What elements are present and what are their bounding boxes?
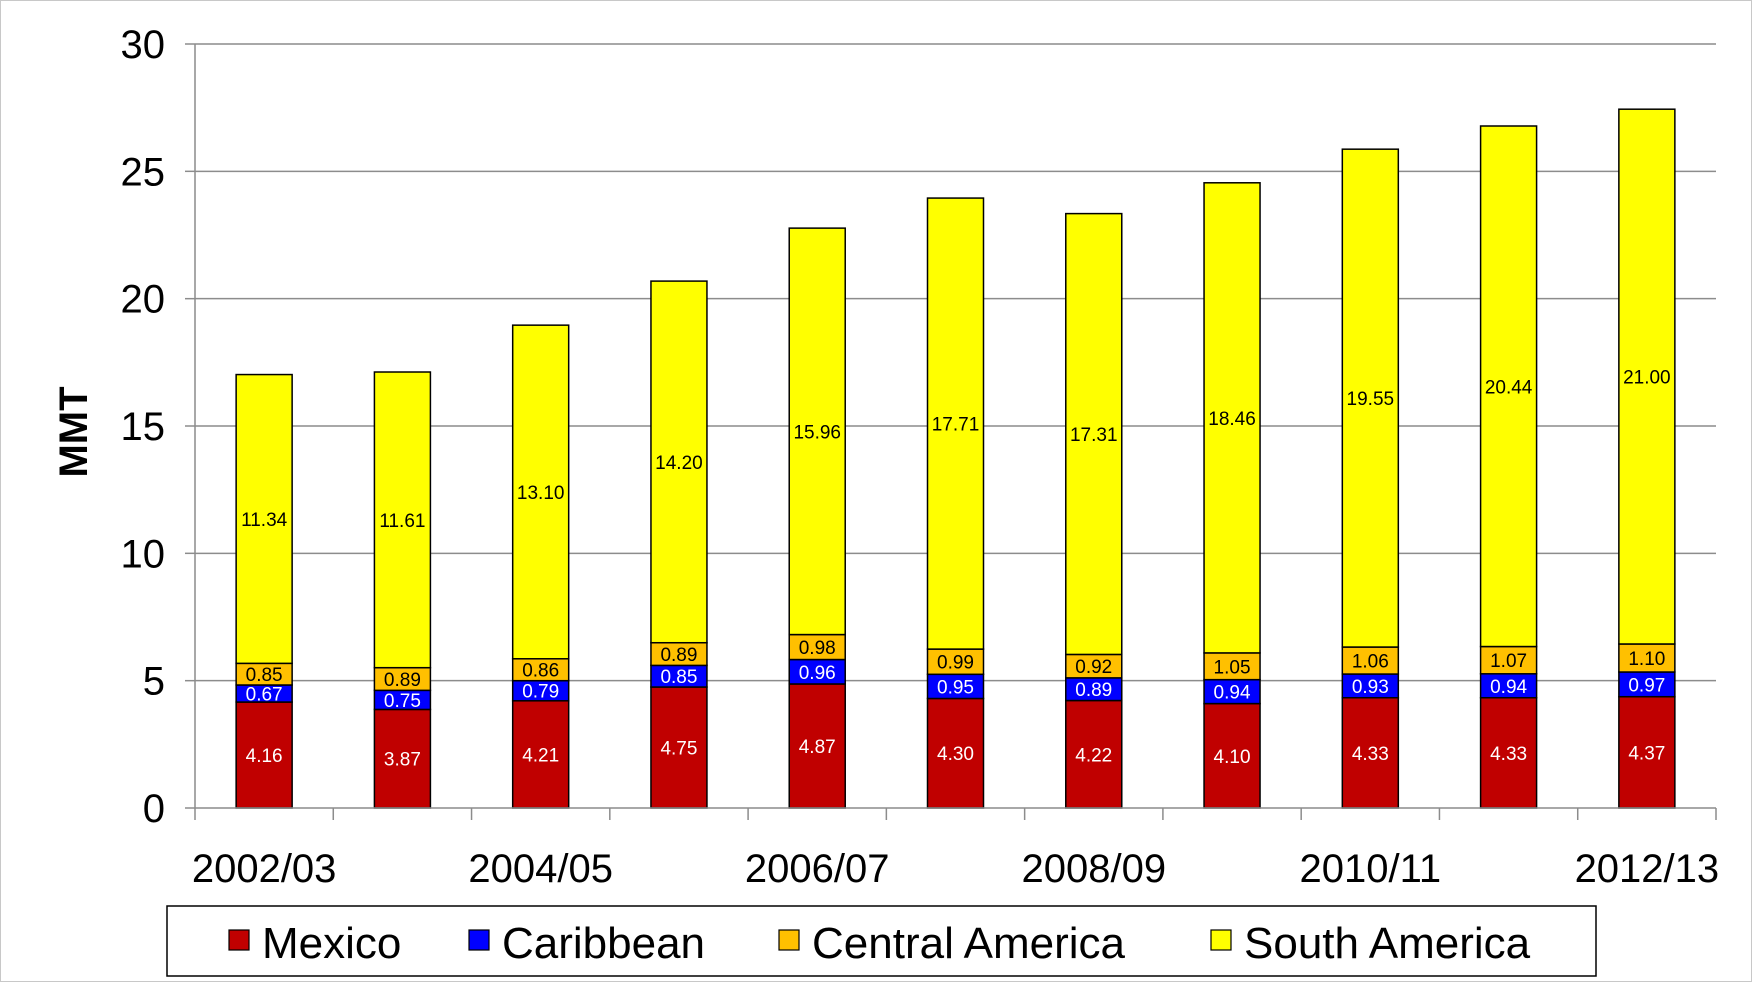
bar-segment (511, 700, 570, 809)
data-label: 17.31 (1070, 425, 1118, 446)
data-label: 4.37 (1628, 743, 1665, 764)
bar-segment (926, 697, 985, 809)
x-tick-label: 2006/07 (745, 847, 890, 891)
bar-segment (1618, 108, 1676, 645)
data-label: 4.33 (1352, 744, 1389, 765)
bar-segment (788, 683, 846, 809)
y-tick-label: 20 (121, 278, 166, 322)
legend-box (166, 905, 1597, 977)
bar-segment (1618, 643, 1676, 673)
legend-label: Mexico (262, 919, 401, 968)
y-axis-label: MMT (52, 386, 96, 477)
y-tick-label: 15 (121, 405, 166, 449)
legend-swatch (1210, 929, 1232, 951)
bar-segment (1479, 125, 1538, 648)
bar-segment (235, 373, 293, 665)
x-tick-label: 2010/11 (1300, 847, 1442, 891)
data-label: 0.92 (1075, 657, 1112, 678)
legend-label: Caribbean (502, 919, 705, 968)
bar-segment (1618, 671, 1676, 698)
bar-segment (650, 686, 708, 809)
data-label: 0.85 (660, 667, 697, 688)
legend: Mexico Caribbean Central America South Amer… (166, 905, 1597, 977)
bar-segment (650, 280, 708, 644)
data-label: 1.10 (1628, 649, 1665, 670)
data-label: 0.79 (522, 682, 559, 703)
bar-segment (235, 701, 293, 809)
data-label: 15.96 (793, 422, 841, 443)
y-tick-label: 0 (143, 787, 165, 831)
data-label: 1.06 (1352, 652, 1389, 673)
data-label: 18.46 (1208, 409, 1256, 430)
data-label: 1.05 (1214, 657, 1251, 678)
data-label: 0.95 (937, 677, 974, 698)
data-label: 4.30 (937, 744, 974, 765)
data-label: 11.61 (379, 511, 425, 532)
bar-segment (511, 324, 570, 660)
gridlines (195, 43, 1716, 682)
data-label: 17.71 (932, 415, 980, 436)
x-tick-label: 2002/03 (192, 847, 337, 891)
data-label: 19.55 (1347, 389, 1395, 410)
data-label: 0.85 (246, 665, 283, 686)
y-tick-label: 10 (121, 532, 166, 576)
y-tick-label: 25 (121, 150, 166, 194)
bar-segment (788, 227, 846, 636)
data-label: 4.33 (1490, 744, 1527, 765)
legend-label: South America (1244, 919, 1531, 968)
bar-segment (1341, 148, 1400, 648)
data-label: 4.10 (1214, 747, 1251, 768)
x-tick-label: 2008/09 (1021, 847, 1166, 891)
data-label: 0.97 (1628, 675, 1665, 696)
bar-segment (1618, 695, 1676, 809)
data-label: 21.00 (1623, 368, 1671, 389)
bar-segment (926, 648, 985, 676)
data-label: 0.94 (1490, 677, 1527, 698)
data-label: 0.89 (660, 645, 697, 666)
data-label: 0.75 (384, 691, 421, 712)
bar-segment (373, 371, 432, 669)
data-label: 4.21 (522, 745, 559, 766)
data-label: 20.44 (1485, 377, 1533, 398)
y-tick-label: 5 (143, 660, 165, 704)
axes: 0 5 10 15 20 25 30 2002/03 2004/05 2006/07 2008/09… (121, 23, 1720, 891)
bar-segment (1341, 646, 1400, 675)
data-label: 0.89 (1075, 680, 1112, 701)
data-label: 0.86 (522, 661, 559, 682)
legend-swatch (228, 929, 250, 951)
data-label: 0.99 (937, 653, 974, 674)
data-label: 0.67 (246, 685, 283, 706)
data-label: 4.22 (1075, 745, 1112, 766)
data-label: 11.34 (241, 510, 288, 531)
data-label: 0.89 (384, 670, 421, 691)
data-label: 4.87 (799, 737, 836, 758)
bar-segment (1065, 212, 1123, 656)
bar-segment (926, 673, 985, 700)
y-tick-label: 30 (121, 23, 166, 67)
legend-swatch (778, 929, 800, 951)
data-label: 0.93 (1352, 677, 1389, 698)
bar-segment (1203, 182, 1261, 654)
legend-label: Central America (812, 919, 1126, 968)
data-label: 3.87 (384, 750, 421, 771)
legend-swatch (468, 929, 490, 951)
data-label: 0.98 (799, 638, 836, 659)
data-label: 4.16 (246, 746, 283, 767)
data-label: 0.94 (1214, 683, 1251, 704)
bar-segment (926, 197, 985, 650)
data-label: 13.10 (517, 483, 565, 504)
bars (235, 108, 1676, 809)
data-labels: 4.160.670.8511.343.870.750.8911.614.210.… (241, 368, 1671, 771)
x-tick-label: 2012/13 (1575, 847, 1720, 891)
x-tick-label: 2004/05 (468, 847, 613, 891)
bar-segment (1065, 699, 1123, 809)
bar-segment (788, 633, 846, 661)
data-label: 0.96 (799, 663, 836, 684)
data-label: 14.20 (655, 453, 703, 474)
data-label: 4.75 (660, 739, 697, 760)
data-label: 1.07 (1490, 651, 1527, 672)
